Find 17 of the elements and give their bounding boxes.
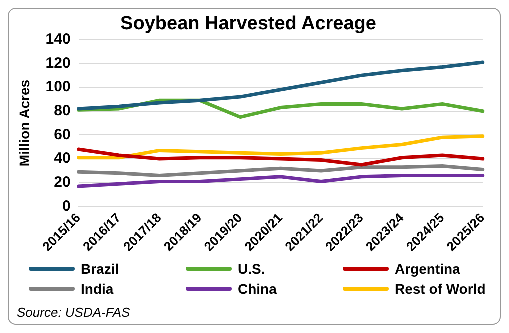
source-note: Source: USDA-FAS [17, 305, 130, 320]
y-axis-title: Million Acres [16, 80, 32, 167]
y-tick-label: 60 [54, 126, 71, 144]
y-tick-label: 0 [62, 198, 71, 215]
y-tick-label: 20 [54, 174, 71, 192]
y-tick-label: 100 [46, 78, 71, 96]
legend-label: Argentina [395, 261, 460, 277]
y-tick-label: 140 [46, 30, 71, 48]
legend-label: U.S. [238, 261, 266, 277]
legend-label: China [238, 281, 277, 297]
chart-title: Soybean Harvested Acreage [120, 14, 376, 35]
y-tick-label: 80 [54, 102, 71, 120]
legend-label: India [81, 281, 114, 297]
y-tick-label: 40 [54, 150, 71, 168]
y-tick-label: 120 [46, 54, 71, 72]
legend-label: Rest of World [395, 281, 486, 297]
legend-label: Brazil [81, 261, 120, 277]
